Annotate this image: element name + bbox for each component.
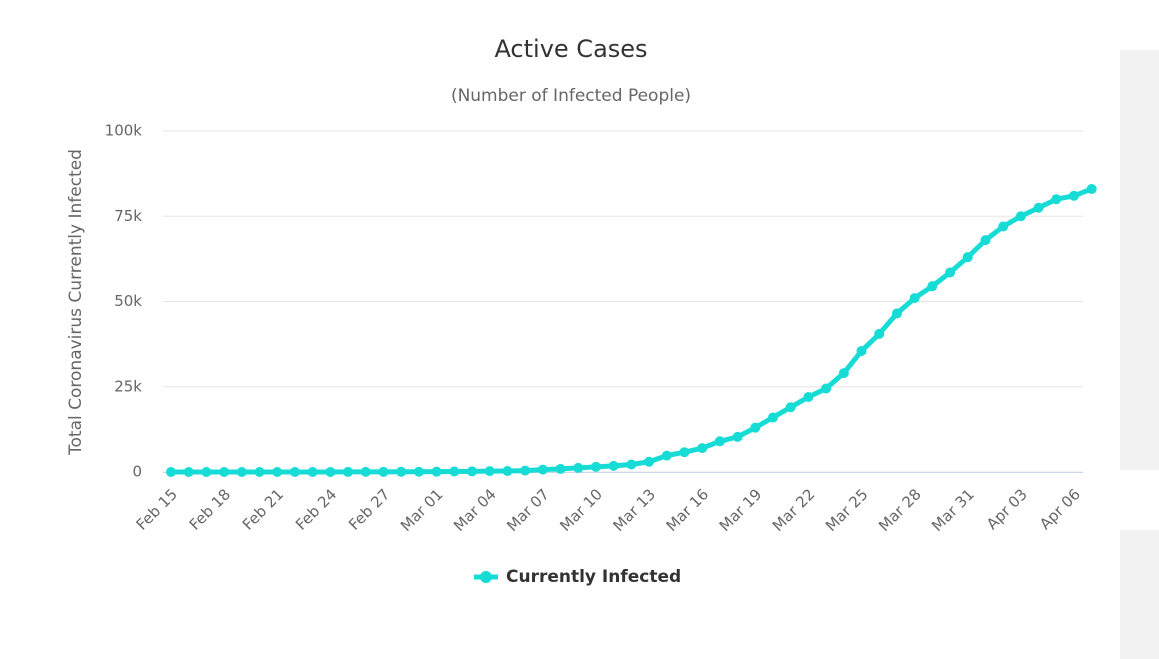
x-tick-label: Mar 10 <box>556 485 606 535</box>
point <box>236 466 247 477</box>
x-tick-label: Feb 15 <box>133 485 181 533</box>
point <box>626 459 637 470</box>
point <box>590 461 601 472</box>
point <box>909 293 920 304</box>
x-tick-label: Feb 27 <box>345 485 393 533</box>
point <box>431 466 442 477</box>
x-tick-label: Mar 22 <box>769 485 819 535</box>
x-tick-label: Feb 24 <box>292 485 340 533</box>
point <box>945 267 956 278</box>
y-tick-label: 50k <box>114 292 142 310</box>
legend-symbol <box>480 571 492 583</box>
point <box>927 281 938 292</box>
point <box>378 466 389 477</box>
point <box>608 460 619 471</box>
point <box>520 465 531 476</box>
point <box>413 466 424 477</box>
y-tick-label: 75k <box>114 207 142 225</box>
point <box>289 466 300 477</box>
point <box>166 466 176 477</box>
point <box>998 221 1009 232</box>
point <box>856 345 867 356</box>
chart-subtitle: (Number of Infected People) <box>451 86 691 106</box>
x-tick-label: Apr 06 <box>1036 485 1084 533</box>
point <box>785 402 796 413</box>
x-tick-label: Mar 13 <box>609 485 659 535</box>
point <box>484 466 495 477</box>
point <box>891 308 902 319</box>
point <box>360 466 371 477</box>
point <box>537 464 548 475</box>
point <box>768 412 778 423</box>
point <box>874 328 885 339</box>
point <box>555 463 566 474</box>
point <box>644 456 655 467</box>
point <box>838 368 849 379</box>
point <box>1015 211 1026 222</box>
point <box>343 466 354 477</box>
point <box>1069 190 1079 201</box>
x-tick-label: Mar 19 <box>716 485 766 535</box>
point <box>980 235 991 246</box>
x-tick-label: Mar 01 <box>397 485 447 535</box>
point <box>396 466 407 477</box>
point <box>1033 202 1044 213</box>
point <box>307 466 318 477</box>
y-tick-label: 100k <box>105 122 143 140</box>
point <box>962 252 973 263</box>
point <box>272 466 283 477</box>
point <box>679 447 690 458</box>
x-tick-label: Mar 04 <box>450 485 500 535</box>
point <box>467 466 477 477</box>
point <box>697 443 708 454</box>
point <box>201 466 212 477</box>
x-tick-label: Mar 16 <box>663 485 713 535</box>
point <box>750 422 761 433</box>
point <box>714 436 725 447</box>
chart-title: Active Cases <box>494 35 647 63</box>
point <box>183 466 194 477</box>
y-tick-label: 25k <box>114 377 142 395</box>
point <box>254 466 265 477</box>
point <box>1051 194 1062 205</box>
point <box>661 450 672 461</box>
x-tick-label: Mar 31 <box>928 485 978 535</box>
legend-label: Currently Infected <box>506 567 681 587</box>
point <box>502 465 513 476</box>
y-tick-label: 0 <box>132 463 142 481</box>
point <box>1086 183 1097 194</box>
point <box>732 431 743 442</box>
point <box>573 462 584 473</box>
side-panel <box>1120 50 1159 470</box>
side-panel <box>1120 530 1159 659</box>
x-tick-label: Mar 25 <box>822 485 872 535</box>
point <box>821 383 832 394</box>
point <box>449 466 460 477</box>
point <box>325 466 336 477</box>
x-tick-label: Mar 28 <box>875 485 925 535</box>
y-axis-title: Total Coronavirus Currently Infected <box>66 149 86 456</box>
x-tick-label: Apr 03 <box>983 485 1031 533</box>
x-tick-label: Feb 18 <box>186 485 234 533</box>
line <box>171 186 1093 475</box>
x-tick-label: Mar 07 <box>503 485 553 535</box>
point <box>803 391 814 402</box>
point <box>219 466 230 477</box>
x-tick-label: Feb 21 <box>239 485 287 533</box>
